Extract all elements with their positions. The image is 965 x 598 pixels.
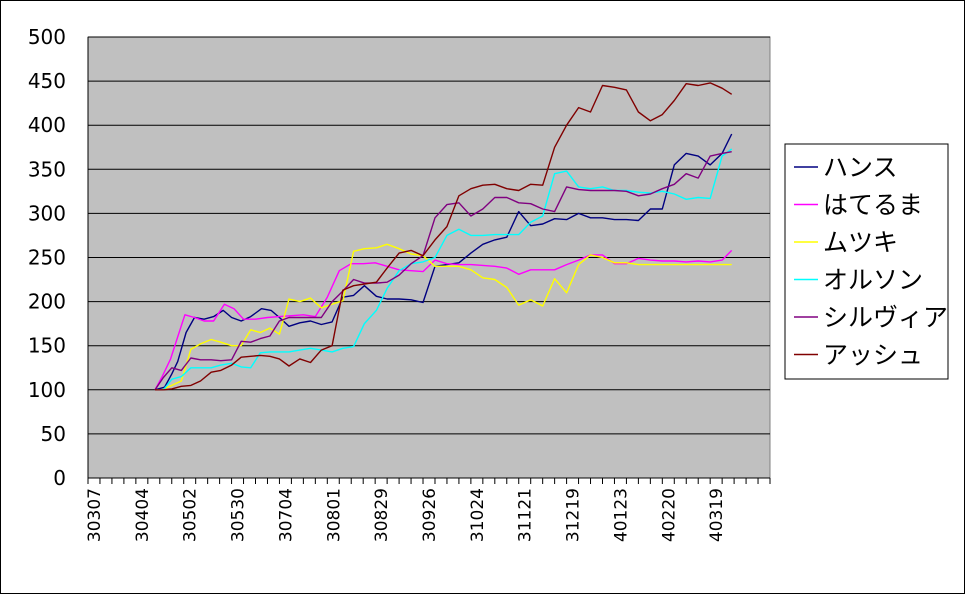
x-tick-label: 40123 [611, 488, 631, 542]
x-tick-label: 30801 [324, 488, 344, 542]
x-tick-label: 40319 [707, 488, 727, 542]
x-tick-label: 30704 [276, 488, 296, 542]
x-tick-label: 31024 [468, 488, 488, 542]
legend-label: はてるま [823, 191, 923, 220]
x-tick-label: 31121 [516, 488, 536, 542]
legend-label: アッシュ [823, 341, 923, 370]
x-tick-label: 30829 [372, 488, 392, 542]
y-axis: 0 50 100 150 200 250 300 350 400 450 500 [28, 25, 89, 490]
y-tick-label: 200 [28, 290, 66, 314]
series-line [154, 133, 733, 391]
x-tick-label: 30502 [181, 488, 201, 542]
x-tick-label: 40220 [659, 488, 679, 542]
x-tick-label: 30404 [133, 488, 153, 542]
series-line [155, 148, 733, 391]
x-tick-label: 30307 [85, 488, 105, 542]
y-tick-label: 100 [28, 378, 66, 402]
y-tick-label: 300 [28, 201, 66, 225]
x-axis: 30307 30404 30502 30530 30704 30801 30829 30926… [85, 477, 771, 542]
legend-label: シルヴィア [823, 303, 948, 332]
y-tick-label: 500 [28, 25, 66, 49]
y-tick-label: 450 [28, 69, 66, 93]
legend-box [784, 143, 949, 380]
x-tick-label: 30926 [420, 488, 440, 542]
legend-label: ムツキ [823, 228, 898, 257]
series-line [155, 82, 733, 391]
grid-lines [88, 36, 770, 435]
series-lines [154, 82, 733, 391]
y-tick-label: 150 [28, 334, 66, 358]
series-line [154, 249, 733, 391]
legend-label: オルソン [823, 266, 923, 295]
y-tick-label: 0 [53, 466, 66, 490]
legend-label: ハンス [823, 153, 898, 182]
x-tick-label: 30530 [229, 488, 249, 542]
y-tick-label: 50 [41, 422, 66, 446]
y-tick-label: 350 [28, 157, 66, 181]
y-tick-label: 400 [28, 113, 66, 137]
x-tick-label: 31219 [564, 488, 584, 542]
y-tick-label: 250 [28, 246, 66, 270]
